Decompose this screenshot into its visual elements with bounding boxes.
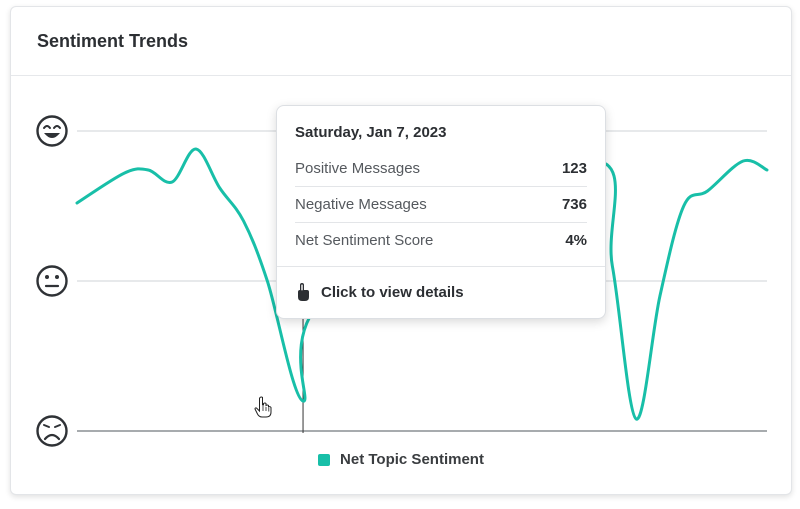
card-title: Sentiment Trends [37, 30, 189, 51]
card-header: Sentiment Trends [11, 7, 791, 76]
view-details-label: Click to view details [321, 283, 464, 301]
smiling-face-icon [36, 115, 68, 147]
tooltip-row-net-score: Net Sentiment Score 4% [295, 222, 587, 258]
hand-cursor-icon [254, 396, 272, 423]
tooltip-date: Saturday, Jan 7, 2023 [295, 124, 447, 141]
tooltip-row-positive: Positive Messages 123 [295, 150, 587, 187]
tooltip-row-value: 736 [561, 195, 587, 213]
chart-legend[interactable]: Net Topic Sentiment [11, 451, 791, 468]
tooltip-divider [277, 266, 605, 267]
legend-swatch [318, 453, 331, 466]
tooltip-row-label: Positive Messages [295, 159, 421, 177]
frowning-face-icon [36, 415, 68, 447]
tooltip-row-label: Net Sentiment Score [295, 231, 434, 249]
tooltip-row-negative: Negative Messages 736 [295, 186, 587, 223]
pointer-hand-icon [295, 282, 311, 302]
view-details-link[interactable]: Click to view details [295, 282, 464, 302]
data-tooltip[interactable]: Saturday, Jan 7, 2023 Positive Messages … [276, 105, 606, 319]
tooltip-row-value: 4% [565, 231, 587, 249]
neutral-face-icon [36, 265, 68, 297]
tooltip-row-label: Negative Messages [295, 195, 427, 213]
legend-label: Net Topic Sentiment [340, 451, 484, 468]
tooltip-row-value: 123 [561, 159, 587, 177]
sentiment-trends-card: Sentiment Trends Net Topic Sentiment [10, 6, 792, 495]
